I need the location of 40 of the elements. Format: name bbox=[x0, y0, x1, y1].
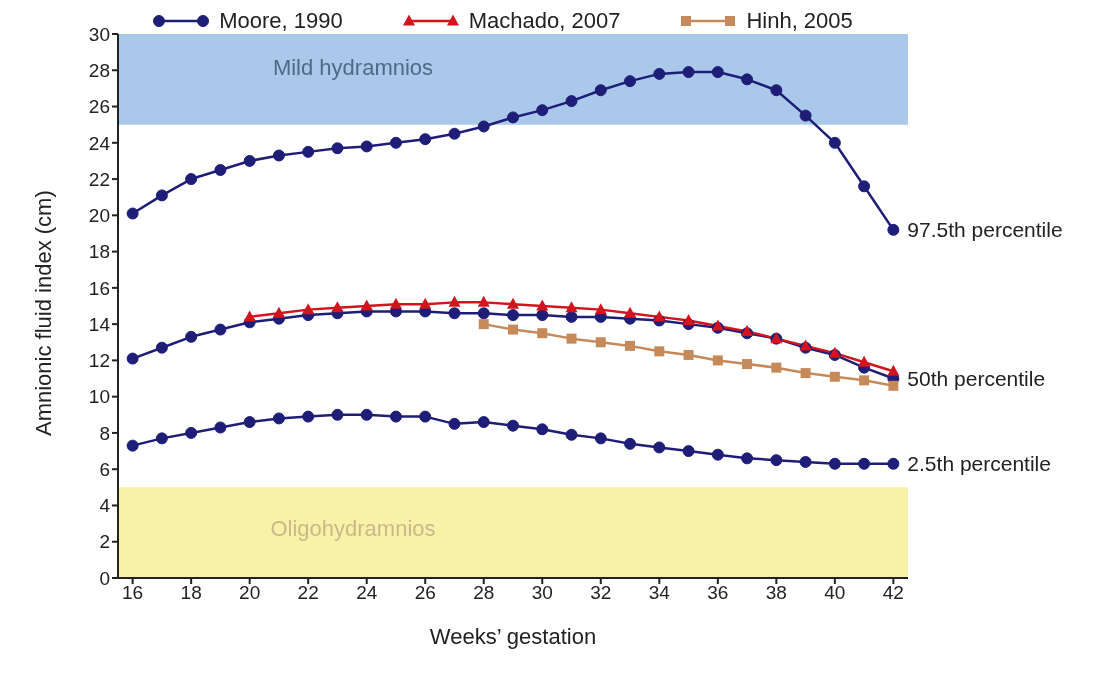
x-tick-label: 24 bbox=[356, 582, 378, 604]
legend-label: Machado, 2007 bbox=[468, 8, 621, 34]
y-tick-label: 22 bbox=[88, 168, 110, 190]
x-tick-label: 18 bbox=[180, 582, 202, 604]
x-axis-title: Weeks’ gestation bbox=[429, 624, 597, 649]
band-label: Mild hydramnios bbox=[272, 54, 434, 80]
y-tick-label: 28 bbox=[88, 60, 110, 82]
y-tick-label: 12 bbox=[88, 350, 110, 372]
y-tick-label: 6 bbox=[99, 458, 110, 480]
annotation: 50th percentile bbox=[907, 367, 1046, 391]
x-tick-label: 20 bbox=[239, 582, 261, 604]
x-tick-label: 30 bbox=[531, 582, 553, 604]
x-tick-label: 22 bbox=[297, 582, 319, 604]
annotation: 2.5th percentile bbox=[907, 452, 1051, 476]
y-tick-label: 10 bbox=[88, 386, 110, 408]
legend-label: Hinh, 2005 bbox=[746, 8, 853, 34]
y-tick-label: 8 bbox=[99, 422, 110, 444]
x-tick-label: 40 bbox=[824, 582, 846, 604]
annotation: 97.5th percentile bbox=[907, 218, 1063, 242]
band-label: Oligohydramnios bbox=[270, 515, 436, 541]
x-tick-label: 34 bbox=[648, 582, 671, 604]
y-tick-label: 24 bbox=[88, 132, 111, 154]
y-tick-label: 0 bbox=[99, 567, 110, 589]
x-tick-label: 36 bbox=[707, 582, 729, 604]
x-tick-label: 16 bbox=[122, 582, 144, 604]
y-tick-label: 26 bbox=[88, 96, 110, 118]
x-tick-label: 28 bbox=[473, 582, 495, 604]
x-tick-label: 26 bbox=[414, 582, 436, 604]
y-tick-label: 16 bbox=[88, 277, 110, 299]
y-tick-label: 14 bbox=[88, 313, 111, 335]
x-tick-label: 38 bbox=[765, 582, 787, 604]
y-axis-title: Amnionic fluid index (cm) bbox=[30, 190, 56, 436]
y-tick-label: 4 bbox=[99, 495, 111, 517]
legend-label: Moore, 1990 bbox=[219, 8, 343, 34]
x-tick-label: 32 bbox=[590, 582, 612, 604]
y-tick-label: 18 bbox=[88, 241, 110, 263]
y-tick-label: 2 bbox=[99, 531, 110, 553]
x-tick-label: 42 bbox=[882, 582, 904, 604]
y-tick-label: 30 bbox=[88, 23, 110, 45]
y-tick-label: 20 bbox=[88, 205, 110, 227]
